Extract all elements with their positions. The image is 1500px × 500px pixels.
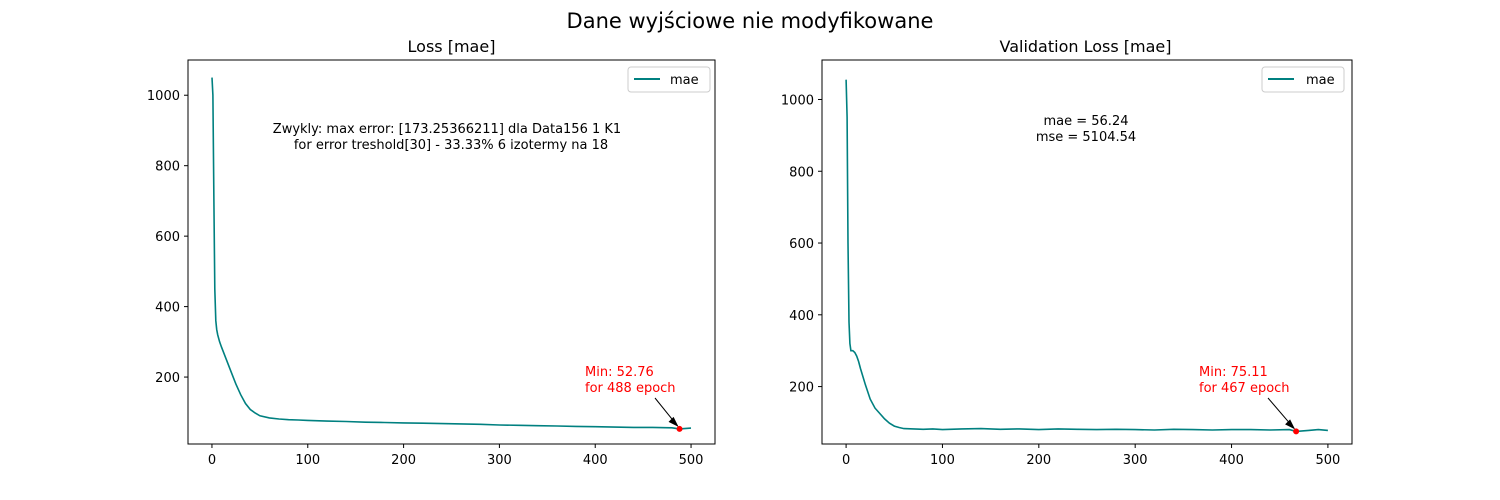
- validation-loss-legend: mae: [1261, 66, 1345, 93]
- loss-legend: mae: [627, 66, 711, 93]
- validation-loss-legend-label: mae: [1306, 73, 1335, 88]
- loss-y-tick-label: 800: [155, 160, 180, 175]
- loss-legend-box: [627, 66, 711, 93]
- validation-loss-x-tick-label: 0: [842, 453, 850, 468]
- validation-min-epoch-text: for 467 epoch: [1199, 381, 1290, 396]
- validation-loss-min-arrow-head: [1285, 419, 1296, 430]
- validation-loss-min-point: [1293, 428, 1300, 435]
- validation-loss-y-tick-label: 1000: [781, 93, 814, 108]
- loss-info-annotation: Zwykly: max error: [173.25366211] dla Da…: [273, 122, 621, 153]
- loss-min-arrow-head: [668, 416, 679, 427]
- loss-min-point: [676, 425, 683, 432]
- validation-loss-axes-frame: [821, 59, 1353, 445]
- validation-loss-x-tick-label: 100: [930, 453, 955, 468]
- validation-loss-x-tick-label: 200: [1026, 453, 1051, 468]
- validation-info-annotation: mae = 56.24 mse = 5104.54: [1036, 114, 1136, 145]
- loss-y-tick-label: 200: [155, 371, 180, 386]
- loss-x-tick-label: 500: [679, 453, 704, 468]
- loss-x-tick-label: 300: [487, 453, 512, 468]
- figure-suptitle: Dane wyjściowe nie modyfikowane: [567, 9, 934, 33]
- validation-loss-legend-box: [1261, 66, 1345, 93]
- validation-loss-chart-title: Validation Loss [mae]: [1000, 37, 1172, 56]
- loss-chart-title: Loss [mae]: [408, 37, 496, 56]
- loss-min-annotation: Min: 52.76 for 488 epoch: [585, 365, 676, 396]
- loss-series-line-mae: [211, 77, 692, 430]
- validation-mae-text: mae = 56.24: [1043, 114, 1128, 129]
- loss-chart-panel: Loss [mae] 0 100 200 300 400 500 200 400 600 800 1…: [147, 37, 716, 468]
- loss-y-tick-label: 1000: [147, 89, 180, 104]
- loss-y-tick-label: 400: [155, 301, 180, 316]
- loss-plot-area: 0 100 200 300 400 500 200 400 600 800 1000: [147, 59, 716, 468]
- validation-loss-plot-area: 0 100 200 300 400 500 200 400 600 800 1000: [781, 59, 1353, 468]
- validation-loss-y-tick-label: 400: [789, 309, 814, 324]
- validation-min-annotation: Min: 75.11 for 467 epoch: [1199, 365, 1290, 396]
- loss-x-tick-label: 200: [391, 453, 416, 468]
- validation-mse-text: mse = 5104.54: [1036, 130, 1136, 145]
- validation-loss-x-tick-label: 300: [1123, 453, 1148, 468]
- validation-loss-series-line-mae: [845, 79, 1328, 433]
- loss-x-tick-label: 0: [208, 453, 216, 468]
- loss-x-tick-label: 100: [295, 453, 320, 468]
- validation-loss-y-tick-label: 800: [789, 165, 814, 180]
- loss-min-epoch-text: for 488 epoch: [585, 381, 676, 396]
- loss-axes-frame: [187, 59, 716, 445]
- validation-loss-chart-panel: Validation Loss [mae] 0 100 200 300 400 500 20…: [781, 37, 1353, 468]
- loss-legend-label: mae: [670, 73, 699, 88]
- loss-min-value-text: Min: 52.76: [585, 365, 654, 380]
- loss-info-line-1: Zwykly: max error: [173.25366211] dla Da…: [273, 122, 621, 137]
- validation-loss-x-tick-label: 400: [1219, 453, 1244, 468]
- validation-loss-y-tick-label: 600: [789, 237, 814, 252]
- loss-info-line-2: for error treshold[30] - 33.33% 6 izoter…: [294, 138, 608, 153]
- loss-y-tick-label: 600: [155, 230, 180, 245]
- loss-x-tick-label: 400: [583, 453, 608, 468]
- validation-min-value-text: Min: 75.11: [1199, 365, 1268, 380]
- validation-loss-x-tick-label: 500: [1315, 453, 1340, 468]
- validation-loss-y-tick-label: 200: [789, 381, 814, 396]
